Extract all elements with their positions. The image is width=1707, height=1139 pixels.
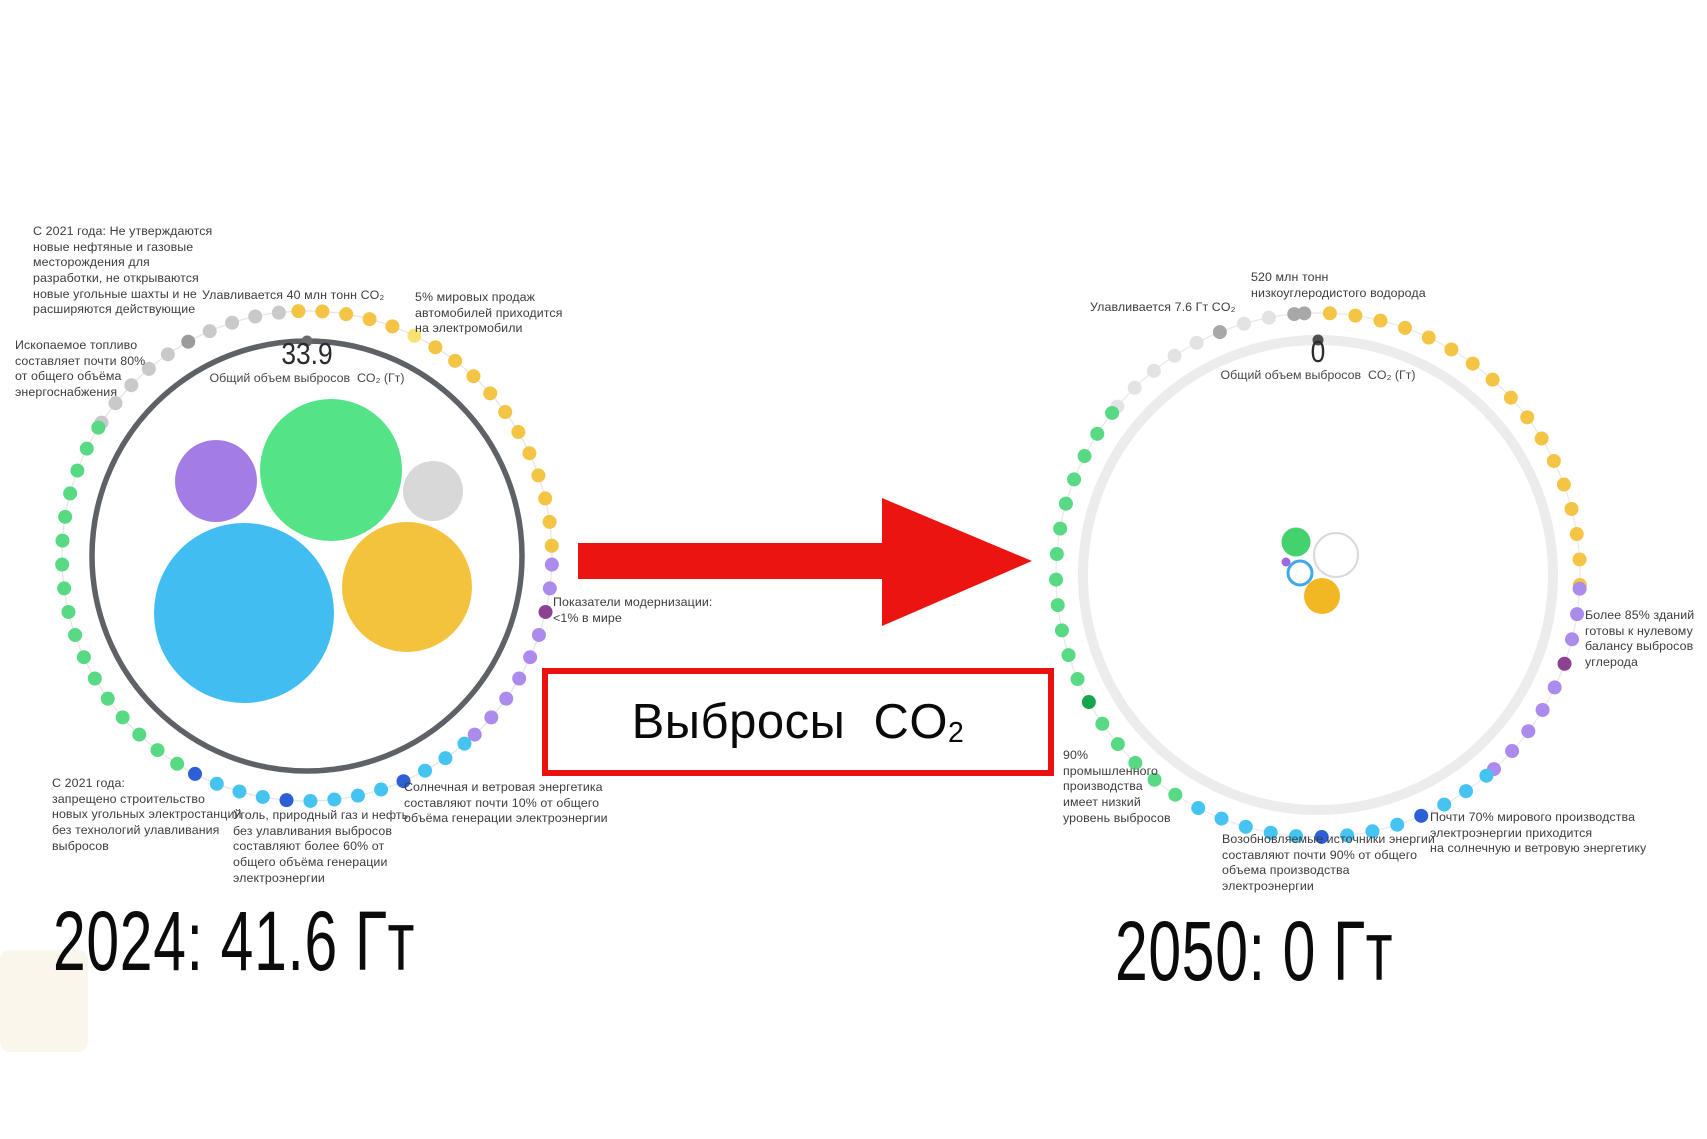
chart-2050-total-caption: Общий объем выбросов CO₂ (Гт) bbox=[1220, 368, 1416, 382]
annotation-solar-wind-70: Почти 70% мирового производства электроэ… bbox=[1430, 810, 1647, 856]
chart-2024-total-caption: Общий объем выбросов CO₂ (Гт) bbox=[209, 371, 405, 385]
chart-2050-rings bbox=[1049, 306, 1587, 844]
annotation-hydrogen: 520 млн тонн низкоуглеродистого водорода bbox=[1251, 270, 1426, 300]
label-2024: 2024: 41.6 Гт bbox=[53, 894, 416, 988]
annotation-ccus-2024: Улавливается 40 млн тонн CO₂ bbox=[202, 288, 385, 302]
arrow-shaft bbox=[578, 543, 900, 579]
emissions-box-text: Выбросы CO bbox=[631, 695, 949, 749]
label-2050: 2050: 0 Гт bbox=[1115, 904, 1394, 998]
annotation-no-new-fields: С 2021 года: Не утверждаются новые нефтя… bbox=[33, 224, 213, 317]
transition-arrow bbox=[578, 498, 1032, 626]
emissions-box: Выбросы CO2 bbox=[542, 668, 1054, 776]
annotation-coal-ban: С 2021 года: запрещено строительство нов… bbox=[52, 776, 242, 853]
chart-2024-total-value: 33.9 bbox=[281, 336, 333, 371]
annotation-renewables-share: Возобновляемые источники энергии составл… bbox=[1222, 832, 1435, 893]
annotation-ev-sales: 5% мировых продаж автомобилей приходится… bbox=[415, 290, 563, 336]
chart-2024-rings bbox=[55, 304, 559, 808]
annotation-low-emission-industry: 90% промышленного производства имеет низ… bbox=[1063, 748, 1171, 825]
emissions-box-label: Выбросы CO2 bbox=[632, 694, 965, 750]
annotation-fossil-share: Ископаемое топливо составляет почти 80% … bbox=[15, 338, 146, 399]
annotation-ccus-2050: Улавливается 7.6 Гт CO₂ bbox=[1090, 300, 1236, 314]
annotation-solar-wind-share: Солнечная и ветровая энергетика составля… bbox=[404, 780, 608, 826]
chart-2050-total-value: 0 bbox=[1310, 334, 1326, 369]
annotation-unabated-generation: Уголь, природный газ и нефть без улавлив… bbox=[233, 808, 409, 885]
arrow-head bbox=[882, 498, 1032, 626]
watermark-patch bbox=[0, 950, 88, 1052]
emissions-box-subscript: 2 bbox=[948, 716, 965, 749]
annotation-retrofit-rate: Показатели модернизации: <1% в мире bbox=[553, 595, 713, 625]
annotation-zero-carbon-buildings: Более 85% зданий готовы к нулевому балан… bbox=[1585, 608, 1695, 669]
